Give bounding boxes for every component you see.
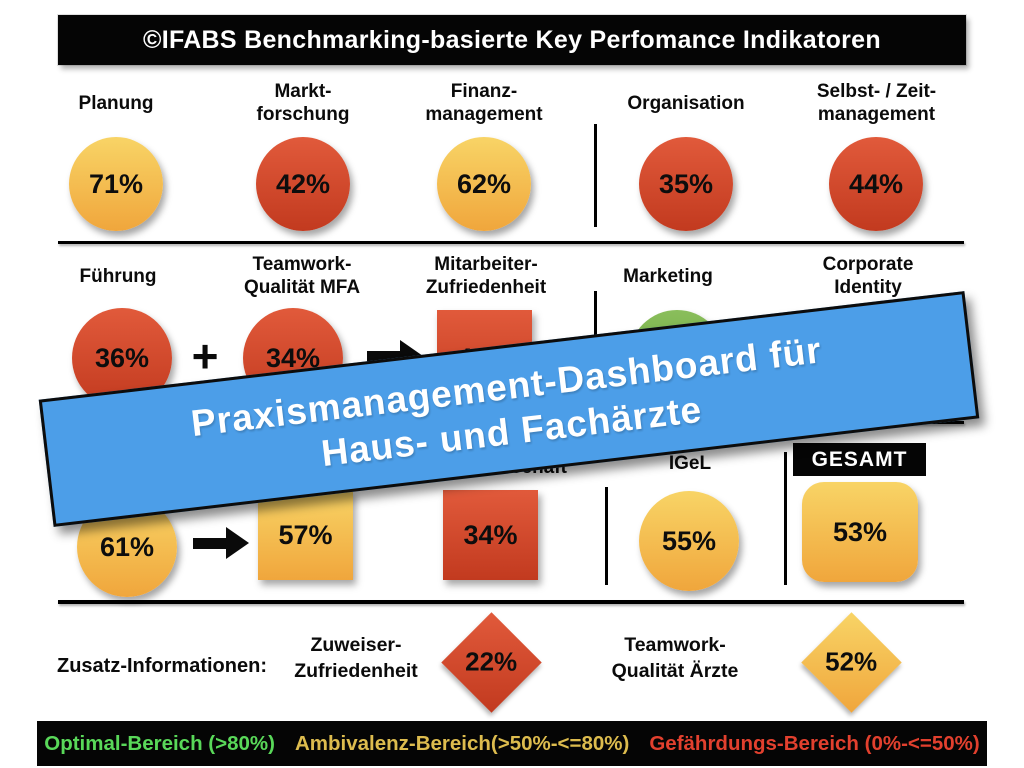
header-planung-text: Planung xyxy=(78,92,154,114)
kpi-value-organisation: 35% xyxy=(658,168,714,199)
header-organisation-text: Organisation xyxy=(627,92,745,114)
header-finanzmanagement-line1: Finanz- xyxy=(450,81,518,102)
kpi-diamond-teamwork-aerzte: 52% xyxy=(801,612,902,713)
header-zuweiser-line1: Zuweiser- xyxy=(310,634,402,656)
header-fuehrung-text: Führung xyxy=(79,265,157,287)
column-divider-row2 xyxy=(594,291,597,340)
header-finanzmanagement-line2: management xyxy=(425,104,543,125)
header-marktforschung: Markt-forschung xyxy=(233,80,373,126)
kpi-rounded-gesamt: 53% xyxy=(802,482,918,582)
row-divider-3 xyxy=(58,600,964,604)
header-marketing-text: Marketing xyxy=(623,265,713,287)
kpi-circle-organisation: 35% xyxy=(639,137,733,231)
kpi-circle-finanzmanagement: 62% xyxy=(437,137,531,231)
kpi-diamond-zuweiser: 22% xyxy=(441,612,542,713)
header-planung: Planung xyxy=(46,80,186,126)
kpi-square-57: 57% xyxy=(258,490,353,580)
header-marktforschung-line2: forschung xyxy=(256,104,350,125)
plus-operator: + xyxy=(191,330,219,382)
header-teamwork-mfa-line2: Qualität MFA xyxy=(243,277,361,298)
header-igel: IGeL xyxy=(610,448,770,478)
header-selbst-line1: Selbst- / Zeit- xyxy=(816,81,937,102)
kpi-circle-marktforschung: 42% xyxy=(256,137,350,231)
arrow-right-icon-2 xyxy=(193,527,249,559)
header-mitarbeiter-zufriedenheit: Mitarbeiter- Zufriedenheit xyxy=(406,253,566,299)
kpi-value-gesamt: 53% xyxy=(832,516,888,547)
kpi-value-61: 61% xyxy=(99,531,155,562)
kpi-value-planung: 71% xyxy=(88,168,144,199)
kpi-value-bereitschaft: 34% xyxy=(463,519,518,550)
header-fuehrung: Führung xyxy=(48,253,188,299)
header-finanzmanagement: Finanz-management xyxy=(404,80,564,126)
row-divider-1 xyxy=(58,241,964,244)
arrow-shaft xyxy=(193,538,226,549)
header-corporate-line2: Identity xyxy=(834,277,902,298)
legend-bar: Optimal-Bereich (>80%) Ambivalenz-Bereic… xyxy=(37,721,987,766)
kpi-value-igel: 55% xyxy=(661,525,717,556)
header-marktforschung-line1: Markt- xyxy=(274,81,332,102)
header-selbst-zeitmanagement: Selbst- / Zeit-management xyxy=(794,80,959,126)
extras-heading: Zusatz-Informationen: xyxy=(57,655,267,677)
header-organisation: Organisation xyxy=(606,80,766,126)
kpi-circle-igel: 55% xyxy=(639,491,739,591)
header-teamwork-aerzte-line2: Qualität Ärzte xyxy=(611,660,739,682)
kpi-value-zuweiser: 22% xyxy=(465,646,518,677)
header-corporate-line1: Corporate xyxy=(822,254,914,275)
kpi-value-marktforschung: 42% xyxy=(275,168,331,199)
kpi-circle-planung: 71% xyxy=(69,137,163,231)
kpi-circle-selbst-zeitmanagement: 44% xyxy=(829,137,923,231)
legend-gefaehrdung: Gefährdungs-Bereich (0%-<=50%) xyxy=(649,731,980,755)
column-divider-row1 xyxy=(594,124,597,227)
kpi-value-teamwork-aerzte: 52% xyxy=(825,646,878,677)
kpi-value-finanzmanagement: 62% xyxy=(456,168,512,199)
kpi-value-fuehrung: 36% xyxy=(94,342,150,373)
header-corporate-identity: Corporate Identity xyxy=(788,253,948,299)
page-title: ©IFABS Benchmarking-basierte Key Perfoma… xyxy=(58,15,966,65)
gesamt-label: GESAMT xyxy=(793,443,926,476)
header-marketing: Marketing xyxy=(588,253,748,299)
header-teamwork-mfa-line1: Teamwork- xyxy=(252,254,352,275)
arrow-head xyxy=(226,527,249,559)
column-divider-row3-b xyxy=(784,452,787,585)
header-zuweiser-zufriedenheit: Zuweiser- Zufriedenheit xyxy=(276,632,436,684)
header-teamwork-aerzte-line1: Teamwork- xyxy=(624,634,726,656)
header-mitarbeiter-line1: Mitarbeiter- xyxy=(434,254,538,275)
legend-optimal: Optimal-Bereich (>80%) xyxy=(44,731,275,755)
header-mitarbeiter-line2: Zufriedenheit xyxy=(425,277,547,298)
column-divider-row3-a xyxy=(605,487,608,585)
header-teamwork-aerzte: Teamwork- Qualität Ärzte xyxy=(590,632,760,684)
legend-ambivalenz: Ambivalenz-Bereich(>50%-<=80%) xyxy=(294,731,630,755)
kpi-value-selbst-zeitmanagement: 44% xyxy=(848,168,904,199)
header-igel-text: IGeL xyxy=(668,452,712,474)
header-teamwork-mfa: Teamwork- Qualität MFA xyxy=(222,253,382,299)
header-zuweiser-line2: Zufriedenheit xyxy=(294,660,418,682)
kpi-value-57: 57% xyxy=(278,519,333,550)
header-selbst-line2: management xyxy=(817,104,936,125)
arrow-shaft xyxy=(367,351,400,362)
kpi-square-bereitschaft: 34% xyxy=(443,490,538,580)
